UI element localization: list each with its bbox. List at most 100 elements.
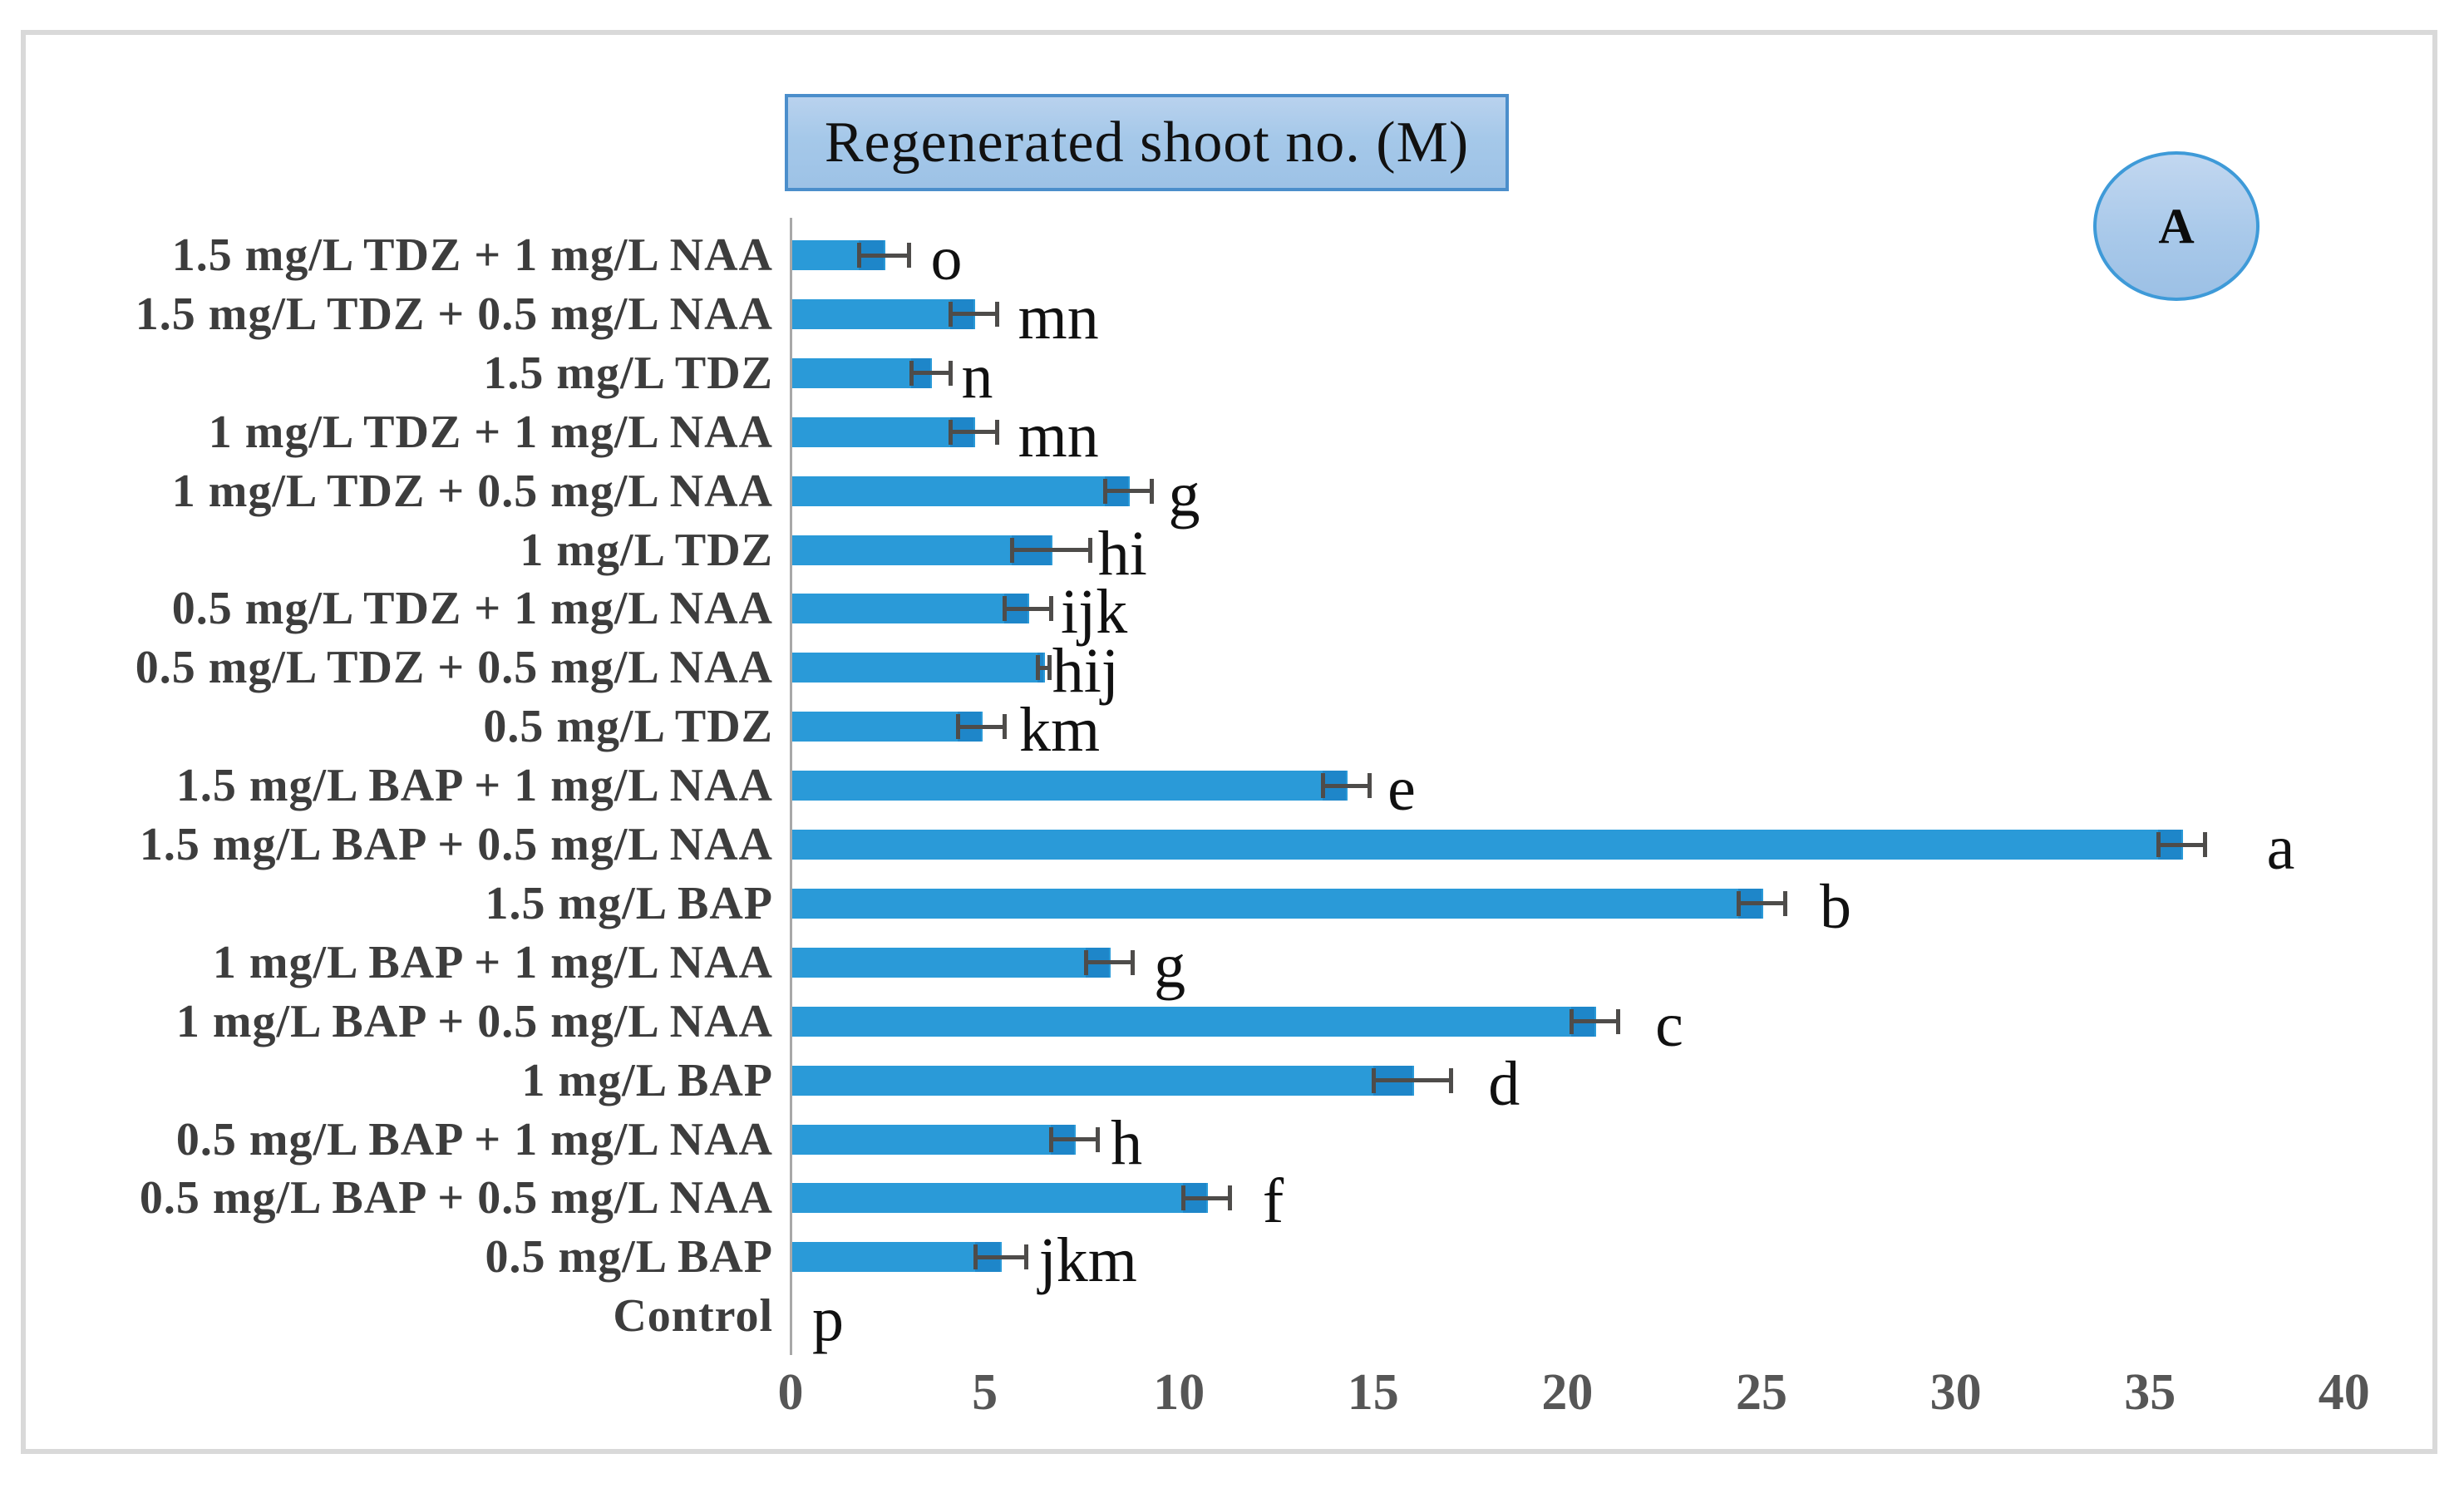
error-bar-cap [1180, 1185, 1185, 1211]
bar [792, 298, 975, 329]
bar [792, 830, 2183, 860]
category-label: 1.5 mg/L TDZ [483, 347, 773, 399]
x-tick-label: 35 [2124, 1364, 2176, 1421]
error-bar [1182, 1195, 1230, 1200]
x-tick-label: 5 [972, 1364, 998, 1421]
error-bar-cap [1035, 655, 1040, 681]
error-bar [949, 430, 997, 435]
bar [792, 1183, 1208, 1214]
error-bar-cap [1227, 1185, 1232, 1211]
error-bar-cap [907, 243, 912, 268]
bar [792, 357, 933, 388]
error-bar-cap [1023, 1244, 1028, 1270]
bar [792, 535, 1053, 565]
error-bar-cap [948, 301, 953, 327]
significance-letter: e [1387, 754, 1416, 825]
significance-letter: c [1655, 989, 1683, 1060]
bar [792, 888, 1763, 919]
error-bar [1037, 665, 1049, 670]
category-label: 0.5 mg/L BAP [485, 1231, 773, 1284]
chart-title: Regenerated shoot no. (M) [824, 110, 1470, 175]
bar [792, 771, 1348, 801]
error-bar-cap [1002, 596, 1007, 622]
category-label: 0.5 mg/L TDZ + 1 mg/L NAA [171, 583, 773, 635]
significance-letter: jkm [1038, 1225, 1137, 1296]
error-bar-cap [994, 301, 999, 327]
error-bar-cap [948, 419, 953, 445]
chart-title-box: Regenerated shoot no. (M) [785, 94, 1509, 191]
error-bar-cap [1096, 1126, 1101, 1152]
error-bar [1737, 901, 1786, 906]
category-label: 0.5 mg/L TDZ + 0.5 mg/L NAA [135, 642, 773, 694]
error-bar [2157, 842, 2205, 847]
significance-letter: b [1820, 871, 1852, 942]
significance-letter: hij [1052, 636, 1119, 707]
x-tick-label: 30 [1929, 1364, 1982, 1421]
error-bar-cap [955, 714, 960, 740]
category-label: 1 mg/L TDZ + 1 mg/L NAA [208, 406, 773, 458]
significance-letter: ijk [1061, 577, 1128, 648]
x-tick-label: 40 [2318, 1364, 2370, 1421]
error-bar-cap [1321, 773, 1326, 799]
significance-letter: d [1488, 1048, 1520, 1119]
error-bar-cap [973, 1244, 978, 1270]
significance-letter: f [1262, 1166, 1284, 1237]
error-bar-cap [909, 360, 914, 386]
x-tick-label: 25 [1736, 1364, 1787, 1421]
bar [792, 1006, 1597, 1037]
error-bar-cap [1616, 1008, 1621, 1034]
category-label: 1.5 mg/L TDZ + 0.5 mg/L NAA [135, 288, 773, 340]
error-bar-cap [856, 243, 861, 268]
error-bar [1012, 548, 1090, 552]
bar [792, 1124, 1077, 1155]
error-bar-cap [2156, 832, 2161, 857]
error-bar-cap [1049, 596, 1054, 622]
x-tick-label: 0 [777, 1364, 804, 1421]
error-bar-cap [948, 360, 953, 386]
error-bar-cap [994, 419, 999, 445]
significance-letter: mn [1018, 400, 1099, 471]
error-bar-cap [1131, 949, 1136, 975]
category-label: 0.5 mg/L BAP + 0.5 mg/L NAA [139, 1172, 773, 1225]
error-bar-cap [1087, 537, 1092, 563]
category-label: 1.5 mg/L BAP + 1 mg/L NAA [175, 760, 773, 812]
bar [792, 594, 1029, 624]
bar [792, 1065, 1414, 1096]
error-bar [957, 724, 1004, 729]
error-bar-cap [1150, 478, 1155, 504]
panel-label-badge: A [2093, 151, 2259, 301]
error-bar-cap [1010, 537, 1015, 563]
error-bar-cap [1570, 1008, 1574, 1034]
category-label: 1 mg/L BAP + 0.5 mg/L NAA [175, 995, 773, 1047]
category-label: 0.5 mg/L BAP + 1 mg/L NAA [175, 1113, 773, 1165]
error-bar-cap [1047, 655, 1052, 681]
panel-label: A [2158, 198, 2195, 254]
error-bar-cap [1049, 1126, 1054, 1152]
error-bar-cap [1736, 890, 1741, 916]
category-label: 1.5 mg/L BAP [485, 877, 773, 929]
x-tick-label: 10 [1153, 1364, 1205, 1421]
bar [792, 653, 1045, 683]
x-tick-label: 20 [1541, 1364, 1594, 1421]
error-bar [1051, 1137, 1098, 1141]
error-bar-cap [1449, 1067, 1454, 1093]
category-label: 0.5 mg/L TDZ [483, 701, 773, 753]
error-bar [1003, 606, 1052, 611]
significance-letter: g [1168, 459, 1200, 530]
category-label: Control [613, 1290, 773, 1343]
error-bar-cap [1002, 714, 1007, 740]
error-bar [974, 1254, 1026, 1259]
error-bar [858, 253, 909, 258]
significance-letter: a [2266, 813, 2295, 883]
error-bar [1571, 1019, 1619, 1024]
error-bar [1105, 489, 1152, 494]
category-label: 1 mg/L TDZ [520, 524, 773, 576]
significance-letter: n [961, 341, 993, 411]
bar [792, 947, 1111, 978]
category-label: 1.5 mg/L BAP + 0.5 mg/L NAA [139, 819, 773, 870]
error-bar [910, 371, 950, 376]
error-bar-cap [1103, 478, 1108, 504]
significance-letter: km [1018, 695, 1101, 766]
error-bar [1323, 783, 1370, 788]
